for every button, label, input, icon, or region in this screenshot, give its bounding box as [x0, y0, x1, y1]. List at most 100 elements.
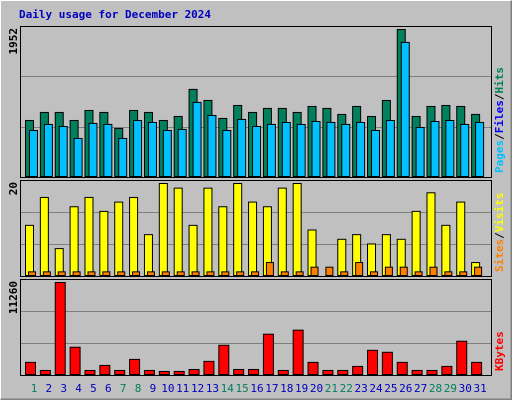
x-tick-label: 23 — [355, 382, 368, 395]
x-tick-label: 28 — [429, 382, 442, 395]
bar — [459, 271, 468, 277]
legend: Sites/Visits — [493, 193, 506, 273]
y-max-label: 11260 — [7, 281, 20, 314]
bar — [158, 183, 168, 276]
legend-entry: Sites — [493, 239, 506, 272]
bar — [129, 196, 139, 276]
legend-separator: / — [493, 232, 506, 239]
bar — [356, 121, 366, 177]
bar — [28, 271, 36, 277]
bar — [84, 369, 96, 376]
bar — [341, 123, 351, 177]
bar — [143, 369, 155, 376]
bar — [281, 121, 291, 177]
bar — [441, 365, 453, 375]
bar — [367, 243, 377, 276]
x-tick-label: 15 — [236, 382, 249, 395]
bar — [444, 271, 453, 277]
bar — [400, 41, 410, 177]
bar — [39, 196, 49, 276]
bar — [396, 361, 408, 376]
bar — [370, 271, 379, 277]
bar — [58, 125, 68, 177]
x-tick-label: 10 — [161, 382, 174, 395]
x-tick-label: 8 — [135, 382, 142, 395]
plot-area — [20, 279, 492, 376]
bar — [88, 122, 98, 177]
bar — [456, 340, 468, 376]
x-tick-label: 19 — [295, 382, 308, 395]
bar — [176, 271, 185, 277]
x-tick-label: 16 — [250, 382, 263, 395]
bar — [292, 329, 304, 376]
bar — [325, 266, 334, 277]
bar — [206, 271, 215, 277]
bar — [475, 121, 485, 177]
x-tick-label: 24 — [369, 382, 383, 395]
bar — [69, 206, 79, 276]
bar — [173, 187, 183, 276]
x-tick-label: 3 — [60, 382, 67, 395]
y-max-label: 1952 — [7, 28, 20, 55]
x-tick-label: 30 — [459, 382, 472, 395]
bar — [221, 271, 230, 277]
bar — [69, 346, 81, 376]
bar — [399, 266, 408, 277]
bar — [114, 201, 124, 277]
bar — [277, 369, 289, 376]
bar — [441, 224, 451, 277]
bar — [237, 118, 247, 178]
bar — [42, 271, 51, 277]
bar — [222, 129, 232, 178]
legend: Pages/Files/Hits — [493, 67, 506, 173]
y-max-label: 20 — [7, 182, 20, 195]
legend-entry: KBytes — [493, 331, 506, 371]
legend-entry: Files — [493, 100, 506, 133]
bar — [188, 224, 198, 277]
bar — [426, 369, 438, 376]
bar — [310, 266, 319, 277]
x-tick-label: 27 — [414, 382, 427, 395]
bar — [340, 271, 349, 277]
legend: KBytes — [493, 331, 506, 371]
x-tick-label: 2 — [46, 382, 53, 395]
bar — [251, 271, 260, 277]
bar — [218, 206, 228, 276]
bar — [146, 271, 155, 277]
x-tick-label: 17 — [265, 382, 278, 395]
bar — [129, 358, 141, 376]
bar — [173, 370, 185, 376]
bar — [262, 333, 274, 375]
bar — [233, 183, 243, 276]
bar — [29, 129, 38, 178]
bar — [203, 187, 213, 276]
bar — [177, 128, 187, 177]
legend-entry: Pages — [493, 140, 506, 173]
x-tick-label: 31 — [473, 382, 486, 395]
x-tick-label: 7 — [120, 382, 127, 395]
bar — [295, 271, 304, 277]
x-tick-label: 12 — [191, 382, 204, 395]
bar — [132, 271, 141, 277]
bar — [188, 368, 200, 376]
bar — [203, 360, 215, 376]
bar — [43, 123, 53, 177]
x-tick-label: 13 — [206, 382, 219, 395]
bar — [266, 123, 276, 177]
bar — [192, 101, 202, 177]
bar — [117, 271, 126, 277]
bar — [414, 271, 423, 277]
bar — [456, 201, 466, 277]
bar — [311, 120, 321, 177]
x-tick-label: 29 — [444, 382, 457, 395]
bar — [460, 123, 470, 177]
bar — [367, 349, 379, 375]
bar — [326, 121, 336, 177]
bar — [158, 370, 170, 376]
bar — [191, 271, 200, 277]
legend-separator: / — [493, 133, 506, 140]
bar — [236, 271, 245, 277]
legend-entry: Hits — [493, 67, 506, 94]
bar — [248, 368, 260, 376]
